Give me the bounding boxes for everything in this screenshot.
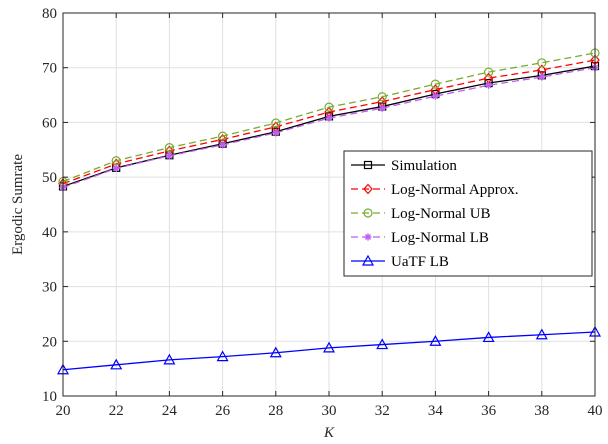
legend-label: Log-Normal Approx. <box>391 182 518 198</box>
y-tick-label: 10 <box>42 389 57 405</box>
x-tick-label: 28 <box>268 403 283 419</box>
legend-item-4: UaTF LB <box>351 254 449 270</box>
y-tick-label: 80 <box>42 6 57 22</box>
marker-stroke <box>272 129 279 136</box>
series-line <box>62 52 596 183</box>
data-point <box>112 164 120 172</box>
data-point <box>164 142 174 153</box>
legend-box <box>343 150 593 277</box>
y-tick-label: 60 <box>42 115 57 131</box>
data-point <box>535 328 548 340</box>
data-point <box>376 338 389 350</box>
data-point <box>165 152 173 160</box>
legend-label: Simulation <box>391 158 457 174</box>
x-tick-label: 36 <box>481 403 497 419</box>
data-point <box>110 358 123 370</box>
data-point <box>324 102 334 112</box>
y-tick-label: 30 <box>42 280 57 296</box>
data-point <box>429 335 442 346</box>
x-tick-label: 32 <box>375 403 390 419</box>
legend-label: Log-Normal UB <box>391 206 491 222</box>
legend-label: Log-Normal LB <box>391 230 489 246</box>
x-tick-label: 26 <box>215 403 231 419</box>
marker-stroke <box>538 73 545 81</box>
series-3 <box>59 64 599 192</box>
x-tick-label: 38 <box>534 403 549 419</box>
x-tick-label: 30 <box>322 403 337 419</box>
series-line <box>62 59 596 185</box>
data-point <box>325 114 333 122</box>
marker-stroke <box>432 93 439 100</box>
data-point <box>431 92 439 100</box>
x-tick-label: 20 <box>56 403 71 419</box>
legend-marker <box>364 233 372 241</box>
legend-item-3: Log-Normal LB <box>351 230 489 246</box>
y-axis-label: Ergodic Sumrate <box>10 154 26 255</box>
y-tick-label: 50 <box>42 170 57 186</box>
series-line <box>62 331 596 371</box>
marker-stroke <box>379 105 386 112</box>
data-point <box>218 131 228 141</box>
y-tick-label: 20 <box>42 334 57 350</box>
marker-stroke <box>166 152 173 159</box>
x-tick-label: 22 <box>109 403 124 419</box>
legend: Simulation Log-Normal Approx. Log-Normal U… <box>343 150 593 277</box>
marker-stroke <box>219 141 226 148</box>
data-point <box>378 104 386 112</box>
data-point <box>377 92 387 102</box>
legend-marker <box>361 254 375 266</box>
data-point <box>485 81 493 89</box>
y-tick-label: 40 <box>42 225 57 241</box>
data-point <box>216 350 229 362</box>
data-point <box>322 341 336 353</box>
x-tick-label: 24 <box>162 403 178 419</box>
legend-item-0: Simulation <box>351 158 457 174</box>
marker-stroke <box>113 165 120 172</box>
x-tick-label: 34 <box>428 403 444 419</box>
x-axis-label: K <box>323 425 335 441</box>
x-tick-label: 40 <box>588 403 603 419</box>
y-tick-label: 70 <box>42 61 57 77</box>
marker-stroke <box>364 233 372 241</box>
data-point <box>430 79 440 89</box>
data-point <box>111 156 121 166</box>
legend-item-1: Log-Normal Approx. <box>351 182 518 198</box>
data-point <box>271 118 281 128</box>
legend-item-2: Log-Normal UB <box>351 206 491 222</box>
data-point <box>219 141 227 149</box>
marker-stroke <box>485 82 492 89</box>
legend-marker <box>363 208 373 218</box>
marker-stroke <box>325 115 333 122</box>
data-point <box>537 58 547 68</box>
data-point <box>484 67 494 77</box>
data-point <box>163 353 176 365</box>
legend-label: UaTF LB <box>391 254 449 270</box>
data-point <box>538 73 546 81</box>
data-point <box>482 331 495 343</box>
data-point <box>272 129 280 137</box>
legend-marker <box>363 183 373 195</box>
legend-marker <box>363 160 373 170</box>
series-4 <box>56 325 602 375</box>
data-point <box>269 346 282 358</box>
series-layer <box>56 48 602 375</box>
